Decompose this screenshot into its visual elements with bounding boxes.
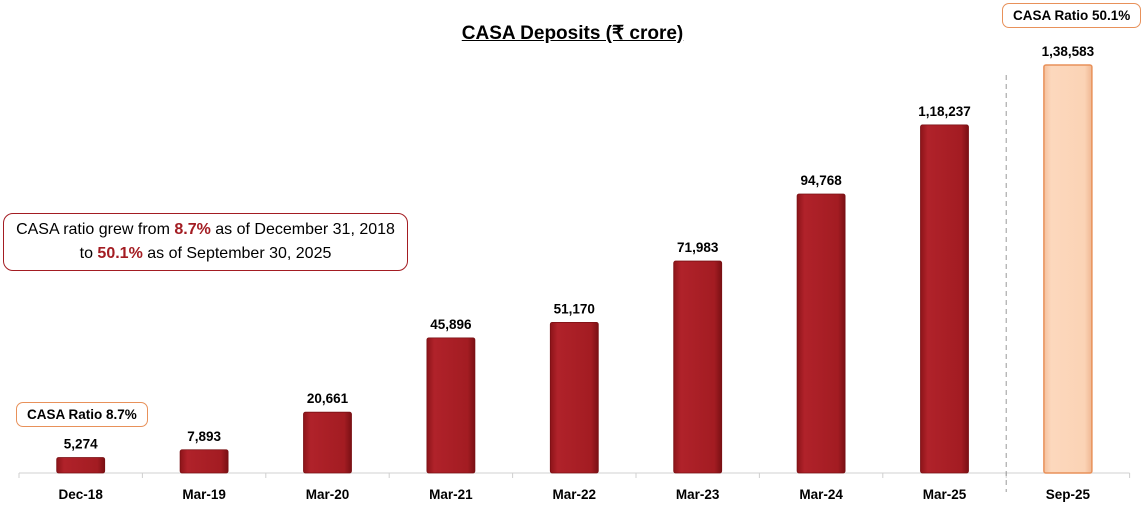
bar-mar-22	[549, 321, 599, 474]
x-tick-label: Sep-25	[1046, 487, 1091, 502]
data-label: 20,661	[307, 391, 349, 406]
data-label: 51,170	[554, 301, 595, 316]
chart-title: CASA Deposits (₹ crore)	[461, 23, 684, 44]
callout-end-value: 50.1%	[97, 245, 143, 262]
x-tick-label: Mar-20	[306, 487, 350, 502]
callout-text: CASA ratio grew from	[16, 221, 175, 238]
bar-mar-19	[179, 449, 229, 474]
x-tick-label: Mar-21	[429, 487, 473, 502]
callout-start-value: 8.7%	[174, 221, 211, 238]
casa-ratio-start-badge: CASA Ratio 8.7%	[16, 402, 148, 427]
bar-mar-21	[426, 337, 476, 474]
data-label: 7,893	[187, 429, 221, 444]
casa-growth-callout: CASA ratio grew from 8.7% as of December…	[3, 213, 408, 271]
x-tick-label: Mar-25	[923, 487, 967, 502]
data-label: 45,896	[430, 317, 472, 332]
bar-mar-24	[796, 193, 846, 474]
x-tick-label: Mar-19	[182, 487, 226, 502]
data-label: 94,768	[800, 173, 842, 188]
callout-text: as of September 30, 2025	[142, 245, 332, 262]
x-tick-label: Mar-22	[553, 487, 597, 502]
x-tick-label: Dec-18	[59, 487, 104, 502]
x-tick-label: Mar-23	[676, 487, 720, 502]
bar-mar-23	[673, 260, 723, 474]
bar-mar-20	[303, 411, 352, 474]
x-tick-label: Mar-24	[799, 487, 843, 502]
data-label: 5,274	[64, 436, 98, 451]
bar-mar-25	[920, 124, 969, 474]
data-label: 1,18,237	[918, 104, 971, 119]
callout-text: as of December 31, 2018 to	[79, 221, 395, 262]
bar-dec-18	[56, 457, 106, 474]
bar-sep-25	[1043, 64, 1093, 474]
data-label: 1,38,583	[1042, 44, 1095, 59]
data-label: 71,983	[677, 240, 719, 255]
casa-ratio-end-badge: CASA Ratio 50.1%	[1002, 3, 1142, 28]
